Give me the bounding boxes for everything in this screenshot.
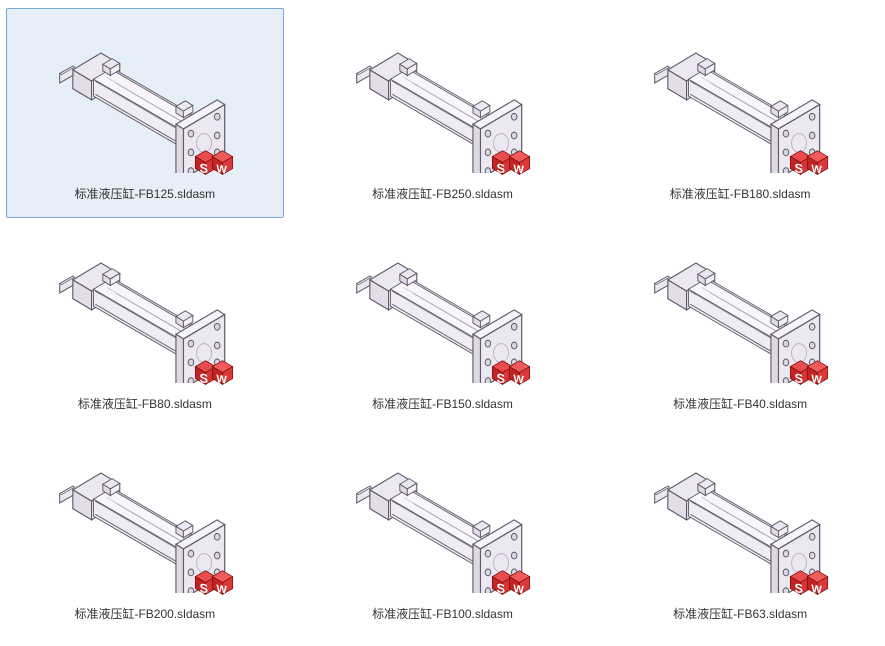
file-thumbnail[interactable] (317, 433, 567, 603)
file-item[interactable]: 标准液压缸-FB63.sldasm (601, 428, 879, 638)
cylinder-icon (30, 443, 260, 593)
file-item[interactable]: 标准液压缸-FB80.sldasm (6, 218, 284, 428)
file-thumbnail[interactable] (20, 13, 270, 183)
file-label[interactable]: 标准液压缸-FB125.sldasm (74, 185, 215, 202)
file-thumbnail[interactable] (615, 433, 865, 603)
file-thumbnail[interactable] (615, 13, 865, 183)
file-label[interactable]: 标准液压缸-FB40.sldasm (673, 395, 807, 412)
file-label[interactable]: 标准液压缸-FB180.sldasm (670, 185, 811, 202)
file-thumbnail[interactable] (317, 223, 567, 393)
file-item[interactable]: 标准液压缸-FB150.sldasm (304, 218, 582, 428)
file-item[interactable]: 标准液压缸-FB200.sldasm (6, 428, 284, 638)
file-item[interactable]: 标准液压缸-FB250.sldasm (304, 8, 582, 218)
file-item[interactable]: 标准液压缸-FB40.sldasm (601, 218, 879, 428)
file-thumbnail-grid: 标准液压缸-FB125.sldasm 标准液压缸-FB250.sldasm 标准液压… (0, 0, 885, 646)
file-thumbnail[interactable] (20, 223, 270, 393)
cylinder-icon (327, 233, 557, 383)
file-label[interactable]: 标准液压缸-FB250.sldasm (372, 185, 513, 202)
file-label[interactable]: 标准液压缸-FB63.sldasm (673, 605, 807, 622)
cylinder-icon (30, 23, 260, 173)
file-item[interactable]: 标准液压缸-FB100.sldasm (304, 428, 582, 638)
cylinder-icon (30, 233, 260, 383)
file-label[interactable]: 标准液压缸-FB80.sldasm (78, 395, 212, 412)
cylinder-icon (625, 443, 855, 593)
file-thumbnail[interactable] (317, 13, 567, 183)
file-item[interactable]: 标准液压缸-FB180.sldasm (601, 8, 879, 218)
file-thumbnail[interactable] (20, 433, 270, 603)
file-label[interactable]: 标准液压缸-FB200.sldasm (74, 605, 215, 622)
cylinder-icon (327, 23, 557, 173)
file-label[interactable]: 标准液压缸-FB150.sldasm (372, 395, 513, 412)
cylinder-icon (625, 233, 855, 383)
cylinder-icon (625, 23, 855, 173)
cylinder-icon (327, 443, 557, 593)
file-thumbnail[interactable] (615, 223, 865, 393)
file-label[interactable]: 标准液压缸-FB100.sldasm (372, 605, 513, 622)
file-item[interactable]: 标准液压缸-FB125.sldasm (6, 8, 284, 218)
